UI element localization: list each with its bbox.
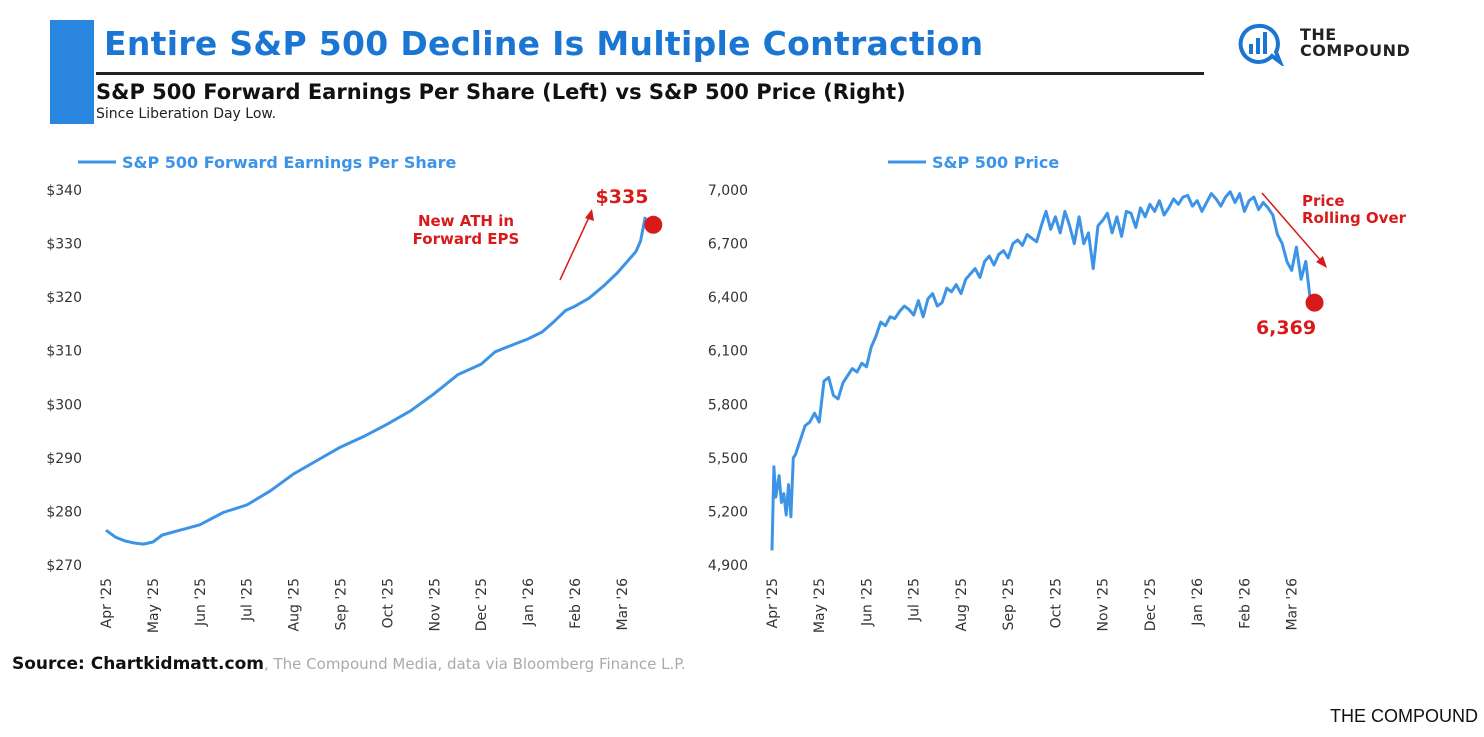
eps-annotation-arrow [559,214,591,281]
page-title: Entire S&P 500 Decline Is Multiple Contr… [104,24,984,63]
price-x-tick-label: Sep '25 [1001,578,1017,631]
eps-y-tick-label: $290 [46,451,82,467]
price-y-tick-label: 5,200 [708,504,748,520]
title-accent-bar [50,20,94,124]
price-x-tick-label: May '25 [812,578,828,633]
price-x-tick-label: Jun '25 [859,578,875,627]
eps-y-tick-label: $310 [46,344,82,360]
price-x-tick-label: Oct '25 [1048,578,1064,628]
price-end-value-label: 6,369 [1256,317,1316,339]
price-x-tick-label: Jul '25 [907,578,923,622]
logo-line-1: THE [1300,25,1337,44]
eps-y-tick-label: $330 [46,237,82,253]
compound-logo: THE COMPOUND [1228,22,1468,72]
price-end-marker [1305,293,1324,312]
source-light: , The Compound Media, data via Bloomberg… [263,655,686,673]
eps-legend-label: S&P 500 Forward Earnings Per Share [122,153,456,172]
eps-x-tick-label: Oct '25 [380,578,396,628]
eps-series-line [105,216,647,546]
price-x-tick-label: Nov '25 [1096,578,1112,631]
eps-y-tick-label: $280 [46,504,82,520]
eps-x-tick-label: Apr '25 [99,578,115,628]
eps-y-tick-label: $340 [46,183,82,199]
price-x-tick-label: Aug '25 [954,578,970,631]
eps-x-tick-label: Nov '25 [427,578,443,631]
page-subtitle: S&P 500 Forward Earnings Per Share (Left… [96,80,906,104]
eps-annotation-line: Forward EPS [413,230,520,248]
price-x-tick-label: Mar '26 [1285,578,1301,631]
eps-x-tick-label: Jul '25 [240,578,256,622]
eps-x-tick-label: Dec '25 [474,578,490,631]
price-annotation-line: Rolling Over [1302,209,1407,227]
price-x-tick-label: Jan '26 [1190,578,1206,627]
eps-y-tick-label: $270 [46,558,82,574]
eps-y-tick-label: $300 [46,397,82,413]
logo-line-2: COMPOUND [1300,41,1411,60]
price-series-line [770,190,1313,551]
price-y-tick-label: 6,100 [708,344,748,360]
eps-y-tick-label: $320 [46,290,82,306]
source-bold: Source: Chartkidmatt.com [12,654,264,674]
eps-x-tick-label: Mar '26 [615,578,631,631]
source-line: Source: Chartkidmatt.com, The Compound M… [12,654,686,674]
price-x-tick-label: Dec '25 [1143,578,1159,631]
price-legend-label: S&P 500 Price [932,153,1059,172]
price-y-tick-label: 5,800 [708,397,748,413]
eps-annotation-line: New ATH in [418,212,514,230]
eps-x-tick-label: Feb '26 [568,578,584,629]
eps-x-tick-label: Jan '26 [521,578,537,627]
eps-x-tick-label: Jun '25 [193,578,209,627]
eps-x-tick-label: Aug '25 [287,578,303,631]
eps-end-marker [644,215,663,234]
price-y-tick-label: 5,500 [708,451,748,467]
price-y-tick-label: 4,900 [708,558,748,574]
chart-bubble-icon [1238,23,1284,66]
price-x-tick-label: Apr '25 [765,578,781,628]
eps-end-value-label: $335 [596,186,649,208]
price-x-tick-label: Feb '26 [1237,578,1253,629]
eps-arrow-head [585,209,594,221]
eps-x-tick-label: May '25 [146,578,162,633]
price-annotation-arrow [1261,192,1323,263]
footer-brand: THE COMPOUND [1330,706,1478,726]
page-note: Since Liberation Day Low. [96,106,277,122]
title-rule [96,72,1204,75]
eps-x-tick-label: Sep '25 [333,578,349,631]
price-arrow-head [1316,256,1327,268]
price-annotation-line: Price [1302,192,1345,210]
price-y-tick-label: 6,400 [708,290,748,306]
price-y-tick-label: 6,700 [708,237,748,253]
price-y-tick-label: 7,000 [708,183,748,199]
